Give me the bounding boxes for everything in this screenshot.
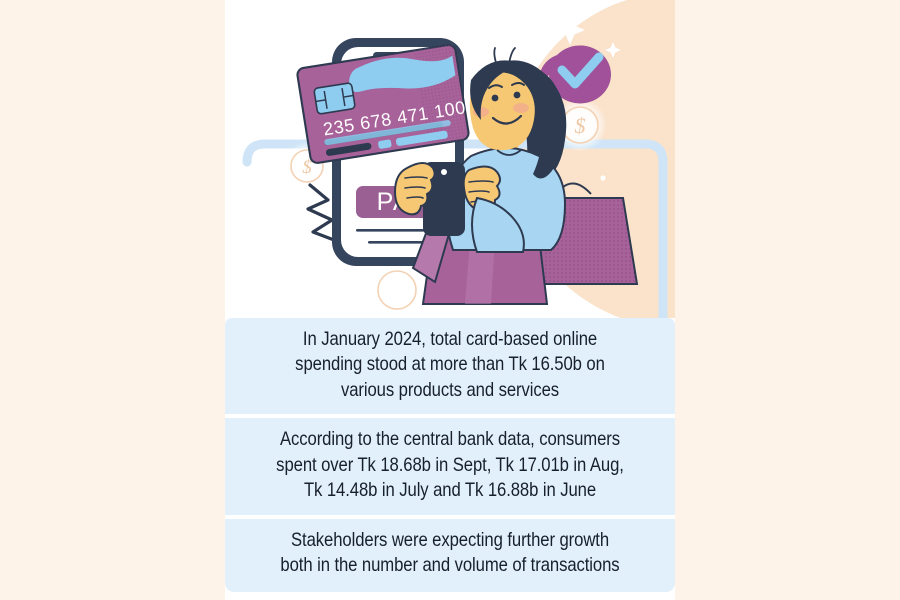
card-stripe-blue — [324, 120, 451, 146]
fact-panel-stakeholder-outlook: Stakeholders were expecting further grow… — [225, 518, 675, 593]
credit-card-graphic: 235 678 471 100 — [296, 43, 470, 164]
card-blue-blob — [349, 55, 456, 92]
illustration-area: $ $ — [225, 0, 675, 318]
content-column: $ $ — [225, 0, 675, 600]
card-block-1 — [378, 139, 392, 149]
eye-right — [513, 91, 521, 99]
zigzag-spark-icon — [306, 183, 336, 242]
fact-panel-text: In January 2024, total card-based online… — [295, 328, 605, 401]
card-stripe-dark-2 — [325, 142, 372, 156]
eye-left — [491, 94, 499, 102]
held-phone-graphic — [393, 162, 525, 253]
coin-icon-bottom — [369, 262, 425, 318]
blue-frame-outline — [242, 139, 668, 318]
card-chip-icon — [313, 82, 356, 115]
phone-line-2 — [368, 241, 436, 244]
online-card-payment-illustration: $ $ — [225, 0, 675, 318]
svg-text:$: $ — [302, 157, 312, 178]
fact-panel-january-spending: In January 2024, total card-based online… — [225, 318, 675, 415]
fact-panel-text: According to the central bank data, cons… — [276, 428, 624, 502]
check-icon — [557, 52, 604, 89]
card-block-2 — [395, 130, 448, 146]
fact-panel-text: Stakeholders were expecting further grow… — [280, 528, 620, 576]
fact-panel-list: In January 2024, total card-based online… — [225, 318, 675, 593]
fact-panel-monthly-breakdown: According to the central bank data, cons… — [225, 418, 675, 515]
svg-text:$: $ — [575, 113, 586, 138]
